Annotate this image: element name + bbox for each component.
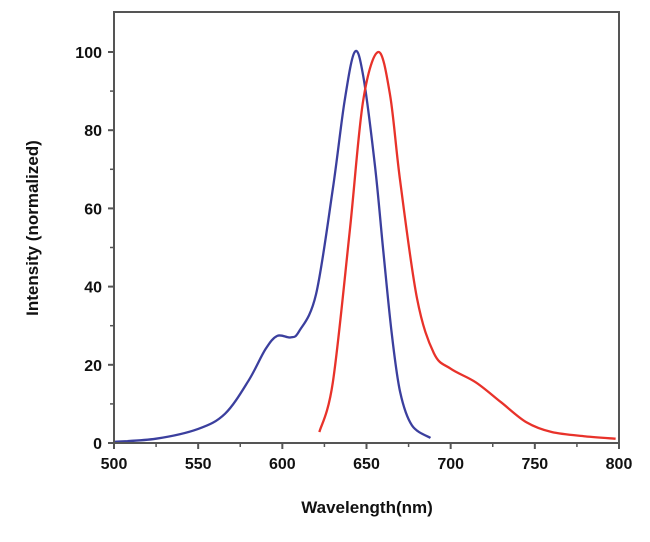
x-axis-label: Wavelength(nm) bbox=[301, 498, 433, 517]
x-tick-label: 750 bbox=[521, 456, 548, 473]
blue-spectrum-line bbox=[113, 49, 432, 443]
x-tick-label: 800 bbox=[606, 456, 633, 473]
x-tick-label: 600 bbox=[269, 456, 296, 473]
y-axis-label: Intensity (normalized) bbox=[23, 140, 42, 316]
y-tick-label: 0 bbox=[93, 436, 102, 453]
x-tick-label: 550 bbox=[185, 456, 212, 473]
x-tick-label: 700 bbox=[437, 456, 464, 473]
y-tick-label: 40 bbox=[84, 280, 102, 297]
x-tick-label: 500 bbox=[101, 456, 128, 473]
y-tick-label: 20 bbox=[84, 358, 102, 375]
red-spectrum-line bbox=[318, 50, 616, 440]
y-tick-label: 60 bbox=[84, 201, 102, 218]
plot-frame bbox=[113, 11, 620, 444]
x-tick-label: 650 bbox=[353, 456, 380, 473]
axis-ticks: 500 550 600 650 700 750 800 0 20 40 60 80 100 bbox=[75, 45, 632, 473]
y-tick-label: 80 bbox=[84, 123, 102, 140]
series-layer bbox=[113, 49, 616, 443]
y-tick-label: 100 bbox=[75, 45, 102, 62]
